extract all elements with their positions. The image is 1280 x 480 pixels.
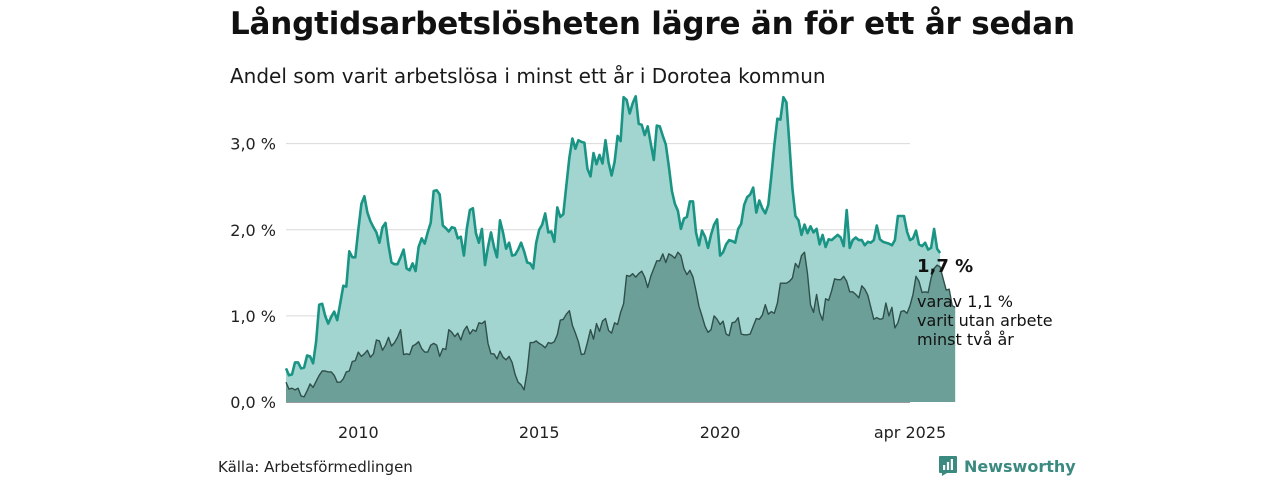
series-areas bbox=[284, 95, 956, 403]
x-tick-label: 2020 bbox=[700, 423, 741, 442]
y-axis: 0,0 % 1,0 % 2,0 % 3,0 % bbox=[230, 135, 276, 412]
x-tick-label: 2015 bbox=[519, 423, 560, 442]
two-year-label-line-1: varav 1,1 % bbox=[917, 292, 1013, 311]
brand-name: Newsworthy bbox=[964, 456, 1076, 476]
two-year-label: varav 1,1 % varit utan arbete minst två … bbox=[917, 292, 1053, 349]
y-tick-label: 0,0 % bbox=[230, 393, 276, 412]
brand-logo[interactable]: Newsworthy bbox=[938, 455, 1076, 477]
series-line-minst-tva-ar bbox=[285, 251, 956, 398]
chart-title: Långtidsarbetslösheten lägre än för ett … bbox=[230, 6, 1075, 42]
series-line-minst-ett-ar bbox=[284, 95, 942, 377]
y-tick-label: 2,0 % bbox=[230, 221, 276, 240]
x-tick-label: apr 2025 bbox=[874, 423, 946, 442]
source-note: Källa: Arbetsförmedlingen bbox=[218, 458, 413, 476]
two-year-label-line-2: varit utan arbete bbox=[917, 311, 1053, 330]
newsworthy-logo-icon bbox=[939, 456, 957, 476]
latest-value-label: 1,7 % bbox=[917, 256, 974, 277]
series-area-minst-tva-ar bbox=[286, 252, 956, 402]
x-axis: 2010 2015 2020 apr 2025 bbox=[338, 423, 946, 442]
two-year-label-line-3: minst två år bbox=[917, 330, 1014, 349]
y-tick-label: 3,0 % bbox=[230, 135, 276, 154]
x-tick-label: 2010 bbox=[338, 423, 379, 442]
y-tick-label: 1,0 % bbox=[230, 307, 276, 326]
chart-subtitle: Andel som varit arbetslösa i minst ett å… bbox=[230, 64, 826, 88]
